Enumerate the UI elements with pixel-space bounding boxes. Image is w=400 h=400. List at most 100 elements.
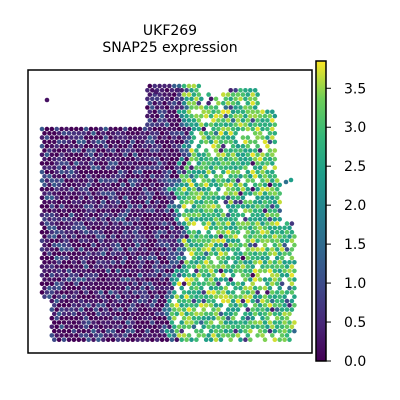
spot-point xyxy=(140,174,145,179)
spot-point xyxy=(262,268,268,274)
spot-point xyxy=(167,152,172,158)
spot-point xyxy=(233,122,238,127)
spot-point xyxy=(194,174,199,179)
spot-point xyxy=(172,204,177,209)
spot-point xyxy=(96,131,101,136)
spot-point xyxy=(235,247,241,252)
spot-point xyxy=(81,242,86,248)
spot-point xyxy=(191,247,197,252)
spot-point xyxy=(265,298,270,304)
spot-point xyxy=(150,139,155,145)
spot-point xyxy=(96,139,101,145)
spot-point xyxy=(218,165,224,170)
spot-point xyxy=(91,320,96,325)
spot-point xyxy=(223,251,229,256)
spot-point xyxy=(228,148,233,153)
spot-point xyxy=(42,225,47,231)
spot-point xyxy=(176,100,182,106)
spot-point xyxy=(201,186,206,192)
spot-point xyxy=(83,135,89,140)
spot-point xyxy=(88,152,94,158)
spot-point xyxy=(98,178,104,183)
spot-point xyxy=(54,169,59,175)
spot-point xyxy=(167,204,172,209)
spot-point xyxy=(69,281,74,287)
spot-point xyxy=(74,315,79,321)
spot-point xyxy=(159,174,165,179)
spot-point xyxy=(172,333,177,338)
spot-point xyxy=(140,199,145,205)
spot-point xyxy=(252,294,258,300)
spot-point xyxy=(243,217,248,222)
spot-point xyxy=(267,174,273,179)
spot-point xyxy=(201,109,206,115)
spot-point xyxy=(206,229,211,235)
spot-point xyxy=(123,135,128,140)
spot-point xyxy=(191,186,197,192)
spot-point xyxy=(42,165,47,170)
spot-point xyxy=(59,298,64,304)
spot-point xyxy=(176,92,182,97)
spot-point xyxy=(66,217,72,222)
spot-point xyxy=(81,337,86,343)
spot-point xyxy=(240,161,246,166)
spot-point xyxy=(61,199,67,205)
spot-point xyxy=(78,161,84,166)
spot-point xyxy=(49,186,55,192)
spot-point xyxy=(277,268,283,274)
spot-point xyxy=(265,247,270,252)
spot-point xyxy=(78,324,84,330)
spot-point xyxy=(164,182,170,188)
spot-point xyxy=(260,255,265,261)
spot-point xyxy=(248,328,253,334)
spot-point xyxy=(252,225,258,231)
spot-point xyxy=(167,195,172,201)
spot-point xyxy=(86,294,91,300)
spot-point xyxy=(88,178,94,183)
spot-point xyxy=(164,217,170,222)
spot-point xyxy=(44,169,50,175)
spot-point xyxy=(216,152,221,158)
spot-point xyxy=(176,272,182,278)
spot-point xyxy=(110,131,116,136)
spot-point xyxy=(181,272,187,278)
spot-point xyxy=(147,83,153,89)
spot-point xyxy=(64,315,69,321)
spot-point xyxy=(174,242,180,248)
spot-point xyxy=(56,311,62,317)
spot-point xyxy=(127,255,133,261)
spot-point xyxy=(125,131,131,136)
spot-point xyxy=(277,251,283,256)
spot-point xyxy=(145,320,150,325)
spot-point xyxy=(287,225,292,231)
spot-point xyxy=(274,290,280,295)
spot-point xyxy=(208,105,214,110)
spot-point xyxy=(186,281,192,287)
spot-point xyxy=(44,272,50,278)
spot-point xyxy=(223,148,229,153)
spot-point xyxy=(277,217,283,222)
spot-point xyxy=(228,277,233,282)
spot-point xyxy=(213,268,219,274)
spot-point xyxy=(277,199,283,205)
spot-point xyxy=(218,148,224,153)
spot-point xyxy=(201,135,206,140)
spot-point xyxy=(118,178,123,183)
spot-point xyxy=(96,311,101,317)
spot-point xyxy=(154,156,160,162)
spot-point xyxy=(196,298,202,304)
spot-point xyxy=(282,311,287,317)
spot-point xyxy=(61,234,67,239)
spot-point xyxy=(157,118,162,123)
spot-point xyxy=(235,126,241,132)
spot-point xyxy=(120,199,126,205)
spot-point xyxy=(130,242,135,248)
spot-point xyxy=(147,161,153,166)
spot-point xyxy=(110,217,116,222)
spot-point xyxy=(120,337,126,343)
spot-point xyxy=(179,268,184,274)
spot-point xyxy=(194,277,199,282)
spot-point xyxy=(59,169,64,175)
spot-point xyxy=(98,255,104,261)
spot-point xyxy=(189,234,194,239)
